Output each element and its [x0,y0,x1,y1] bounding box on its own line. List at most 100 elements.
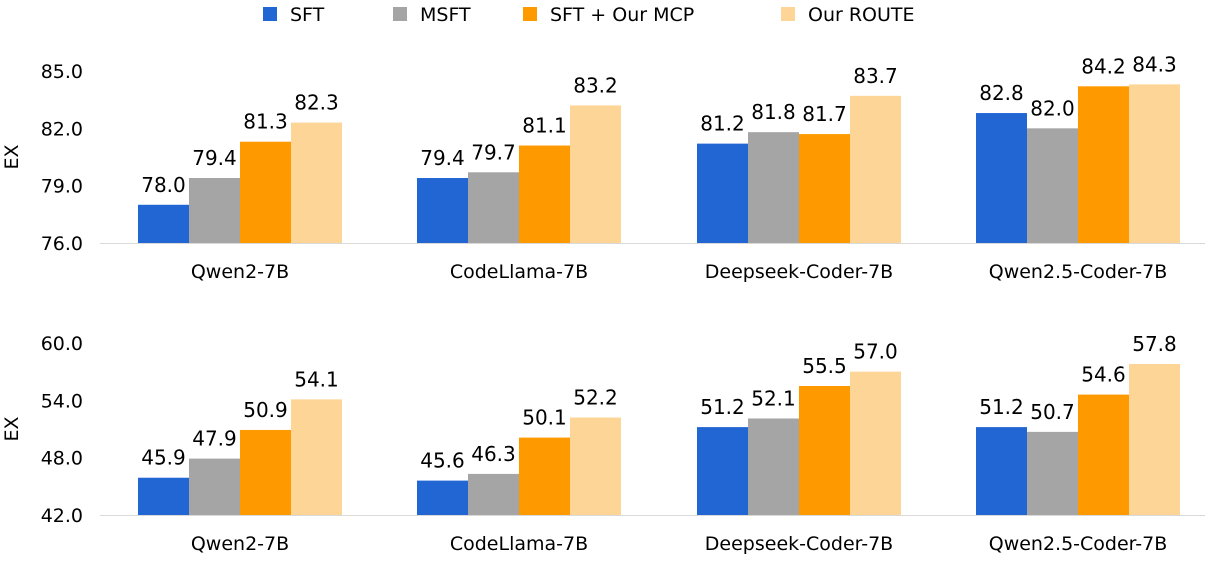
bar-sft [697,143,748,243]
legend-swatch-our-route [781,7,795,21]
data-label: 82.0 [1030,96,1075,120]
data-label: 84.3 [1132,52,1177,76]
bar-msft [468,172,519,243]
data-label: 54.6 [1081,363,1126,387]
data-label: 81.3 [243,110,288,134]
y-tick-label: 85.0 [41,61,83,83]
bar-group-qwen2-5-coder-7b: 82.882.084.2 84.3 [976,52,1180,244]
data-label: 83.7 [853,64,898,88]
bar-group-deepseek-coder-7b: 81.2 81.8 81.783.7 [697,64,901,243]
data-label: 81.2 [700,112,745,136]
data-label: 45.6 [420,449,465,473]
data-label: 52.2 [573,386,618,410]
legend-label: SFT + Our MCP [550,4,694,26]
bar-msft [189,178,240,243]
data-label: 50.7 [1030,400,1075,424]
data-label: 83.2 [573,73,618,97]
bar-msft [748,418,799,515]
legend-swatch-sft [263,7,277,21]
chart-panel-top: EX 76.0 79.0 82.0 85.0 78.079.481.382.3 Qwen2-… [1,52,1205,283]
data-label: 50.9 [243,398,288,422]
x-tick-label: Deepseek-Coder-7B [705,261,893,283]
legend-item-sft-our-mcp: SFT + Our MCP [523,4,694,26]
y-tick-label: 60.0 [41,333,83,355]
bar-group-codellama-7b: 79.4 79.781.183.2 [417,73,621,244]
bar-sft [138,204,189,243]
data-label: 51.2 [979,395,1024,419]
bar-sft-our-mcp [240,141,291,243]
y-tick-label: 48.0 [41,448,83,470]
bar-sft [976,427,1027,515]
bar-our-route [291,399,342,515]
data-label: 57.8 [1132,332,1177,356]
y-axis-title: EX [1,416,23,441]
bar-our-route [291,122,342,243]
bar-sft [138,477,189,515]
bar-our-route [1129,84,1180,243]
x-tick-label: Qwen2.5-Coder-7B [989,261,1168,283]
bar-sft-our-mcp [519,437,570,515]
bar-group-deepseek-coder-7b: 51.2 52.155.557.0 [697,340,901,515]
bar-our-route [570,105,621,244]
data-label: 51.2 [700,395,745,419]
bar-group-qwen2-7b: 78.079.481.382.3 [138,91,342,243]
bar-sft [417,178,468,243]
legend-swatch-sft-our-mcp [523,7,537,21]
y-tick-label: 76.0 [41,233,83,255]
y-tick-label: 42.0 [41,505,83,527]
chart-panel-bottom: EX 42.0 48.0 54.0 60.0 45.947.950.954.1 Qwen2-… [1,332,1205,555]
bar-our-route [850,371,901,515]
bar-group-qwen2-7b: 45.947.950.954.1 [138,367,342,515]
bar-sft-our-mcp [799,134,850,243]
data-label: 55.5 [802,354,847,378]
data-label: 81.1 [522,114,567,138]
x-tick-label: Deepseek-Coder-7B [705,533,893,555]
bar-msft [1027,431,1078,515]
bar-sft-our-mcp [1078,86,1129,244]
data-label: 47.9 [192,427,237,451]
bar-sft-our-mcp [1078,394,1129,515]
bar-our-route [1129,364,1180,515]
legend-label: SFT [290,4,325,26]
y-axis-title: EX [1,144,23,169]
legend-item-msft: MSFT [393,4,471,26]
data-label: 81.7 [802,102,847,126]
bar-msft [189,458,240,515]
x-tick-label: CodeLlama-7B [450,261,588,283]
x-tick-label: CodeLlama-7B [450,533,588,555]
bar-msft [748,132,799,243]
y-tick-label: 79.0 [41,176,83,198]
bar-sft [417,480,468,515]
legend-item-our-route: Our ROUTE [781,4,915,26]
data-label: 46.3 [471,442,516,466]
x-tick-label: Qwen2-7B [191,533,289,555]
legend-label: MSFT [420,4,471,26]
bar-our-route [570,417,621,515]
legend-item-sft: SFT [263,4,325,26]
legend-swatch-msft [393,7,407,21]
x-tick-label: Qwen2-7B [191,261,289,283]
bar-sft [976,113,1027,244]
data-label: 79.4 [420,146,465,170]
bar-msft [1027,128,1078,243]
data-label: 79.4 [192,146,237,170]
bar-group-codellama-7b: 45.6 46.350.152.2 [417,386,621,515]
y-tick-label: 82.0 [41,118,83,140]
bar-our-route [850,95,901,243]
bar-sft [697,427,748,515]
bar-sft-our-mcp [799,386,850,515]
data-label: 78.0 [141,173,186,197]
legend: SFT MSFT SFT + Our MCP Our ROUTE [263,4,915,26]
data-label: 45.9 [141,446,186,470]
data-label: 79.7 [471,140,516,164]
bar-sft-our-mcp [519,145,570,243]
data-label: 84.2 [1081,54,1126,78]
data-label: 54.1 [294,367,339,391]
bar-sft-our-mcp [240,429,291,515]
data-label: 50.1 [522,406,567,430]
y-tick-label: 54.0 [41,390,83,412]
data-label: 81.8 [751,100,796,124]
data-label: 52.1 [751,386,796,410]
x-tick-label: Qwen2.5-Coder-7B [989,533,1168,555]
